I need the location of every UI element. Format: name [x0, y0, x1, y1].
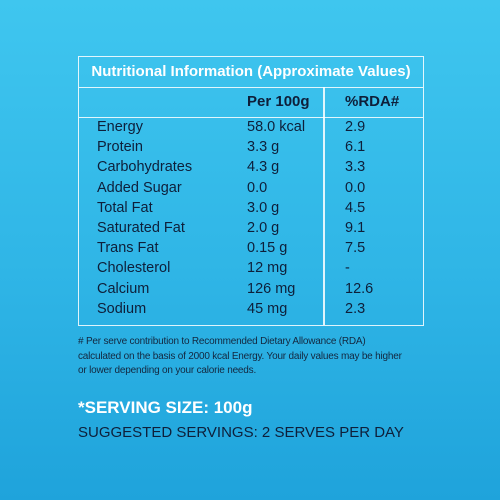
per-100g-value: 4.3 g — [247, 159, 280, 176]
per-100g-value: 3.3 g — [247, 139, 280, 156]
table-row: Protein 3.3 g 6.1 — [79, 139, 423, 159]
nutrient-name: Total Fat — [97, 199, 153, 216]
table-row: Energy 58.0 kcal 2.9 — [79, 119, 423, 139]
rda-value: - — [345, 260, 350, 277]
table-row: Saturated Fat 2.0 g 9.1 — [79, 220, 423, 240]
table-header: Per 100g %RDA# — [79, 93, 423, 118]
rda-value: 2.3 — [345, 300, 366, 317]
table-row: Trans Fat 0.15 g 7.5 — [79, 240, 423, 260]
rda-value: 3.3 — [345, 159, 366, 176]
nutrient-name: Protein — [97, 139, 143, 156]
per-100g-value: 45 mg — [247, 300, 288, 317]
nutrient-name: Added Sugar — [97, 179, 182, 196]
nutrient-name: Calcium — [97, 280, 150, 297]
rda-value: 2.9 — [345, 119, 366, 135]
nutrient-name: Trans Fat — [97, 240, 159, 257]
nutrient-name: Carbohydrates — [97, 159, 193, 176]
table-row: Sodium 45 mg 2.3 — [79, 301, 423, 321]
serving-size: *SERVING SIZE: 100g — [78, 398, 253, 417]
nutrient-name: Cholesterol — [97, 260, 171, 277]
table-row: Carbohydrates 4.3 g 3.3 — [79, 159, 423, 179]
nutrient-name: Energy — [97, 119, 143, 135]
table-row: Cholesterol 12 mg - — [79, 260, 423, 280]
nutrition-table: Nutritional Information (Approximate Val… — [78, 56, 424, 326]
rda-value: 12.6 — [345, 280, 374, 297]
column-header-rda: %RDA# — [345, 93, 400, 110]
rda-value: 9.1 — [345, 219, 366, 236]
nutrient-name: Saturated Fat — [97, 219, 185, 236]
rda-footnote: # Per serve contribution to Recommended … — [78, 336, 402, 376]
per-100g-value: 12 mg — [247, 260, 288, 277]
rda-value: 6.1 — [345, 139, 366, 156]
per-100g-value: 0.0 — [247, 179, 268, 196]
table-row: Added Sugar 0.0 0.0 — [79, 180, 423, 200]
per-100g-value: 58.0 kcal — [247, 119, 306, 135]
rda-value: 0.0 — [345, 179, 366, 196]
suggested-servings: SUGGESTED SERVINGS: 2 SERVES PER DAY — [78, 424, 404, 441]
per-100g-value: 3.0 g — [247, 199, 280, 216]
column-header-per-100g: Per 100g — [247, 93, 310, 110]
rda-value: 7.5 — [345, 240, 366, 257]
rda-value: 4.5 — [345, 199, 366, 216]
per-100g-value: 2.0 g — [247, 219, 280, 236]
nutrient-name: Sodium — [97, 300, 147, 317]
table-row: Total Fat 3.0 g 4.5 — [79, 200, 423, 220]
per-100g-value: 126 mg — [247, 280, 296, 297]
per-100g-value: 0.15 g — [247, 240, 288, 257]
table-title: Nutritional Information (Approximate Val… — [79, 57, 423, 88]
table-body: Energy 58.0 kcal 2.9 Protein 3.3 g 6.1 Carbohy… — [79, 119, 423, 321]
table-row: Calcium 126 mg 12.6 — [79, 281, 423, 301]
column-divider — [323, 87, 325, 325]
